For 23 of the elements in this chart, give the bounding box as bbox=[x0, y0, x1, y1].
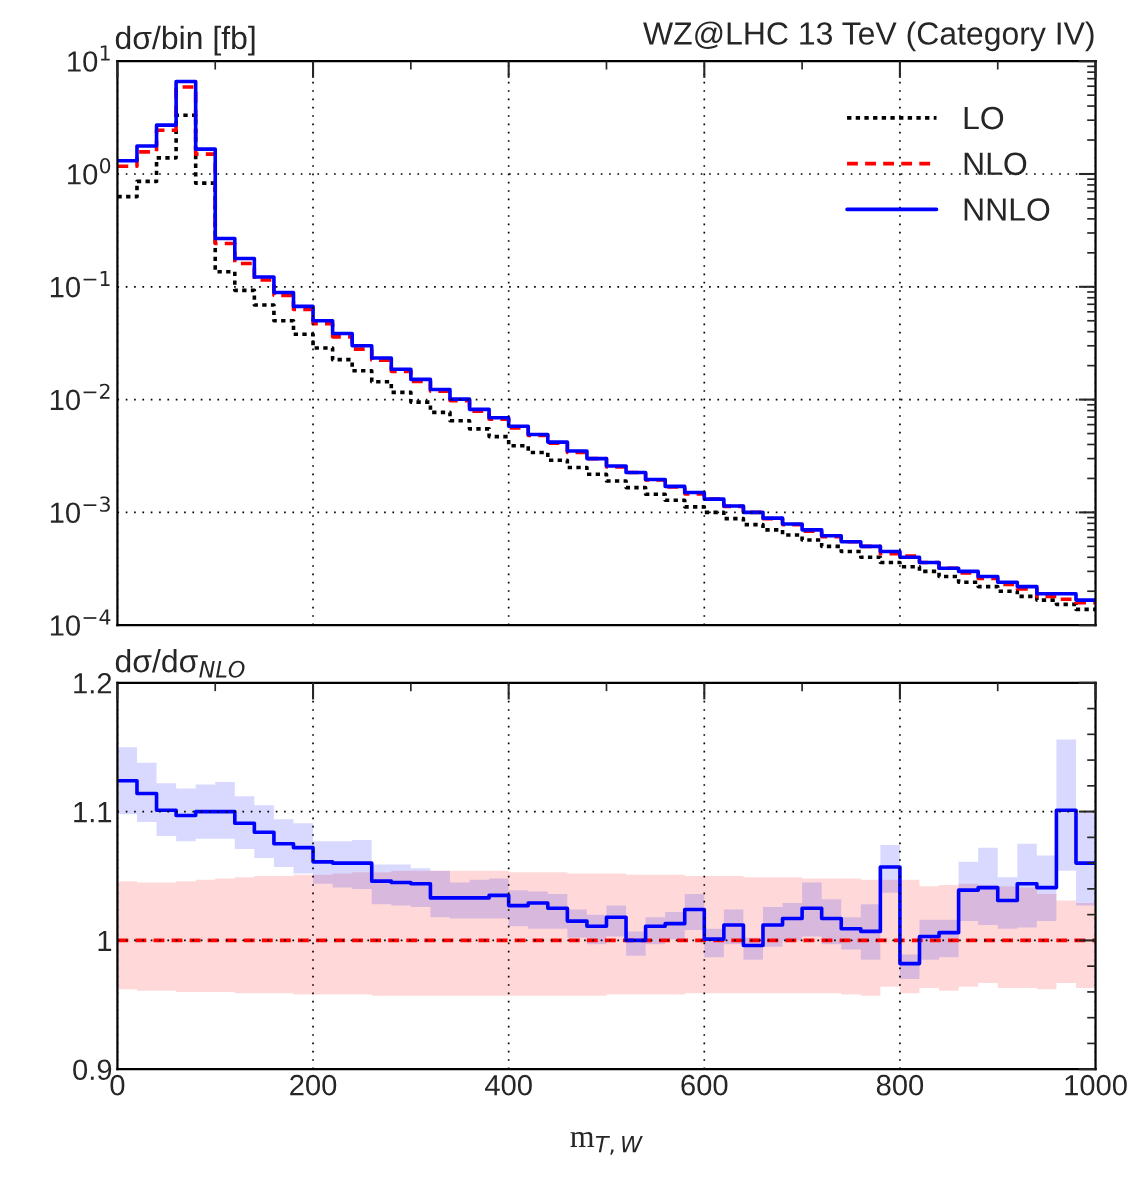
x-tick-label: 400 bbox=[485, 1074, 532, 1096]
x-tick-label: 0 bbox=[110, 1074, 125, 1096]
x-tick-label: 600 bbox=[681, 1074, 728, 1096]
y-tick-label: 1.2 bbox=[74, 673, 112, 694]
chart-title: WZ@LHC 13 TeV (Category IV) bbox=[643, 21, 1094, 52]
x-axis-title: m$_{T,W}$ bbox=[570, 1131, 643, 1155]
legend-label: LO bbox=[964, 106, 1004, 130]
y-tick-label: 10$^{−2}$ bbox=[50, 383, 110, 411]
y-tick-label: 0.9 bbox=[73, 1059, 112, 1081]
legend-label: NLO bbox=[964, 152, 1027, 176]
x-tick-label: 1000 bbox=[1065, 1074, 1127, 1096]
y-tick-label: 1 bbox=[98, 930, 112, 951]
y-tick-label: 10$^{−4}$ bbox=[50, 609, 111, 636]
y-tick-label: 10$^{0}$ bbox=[68, 158, 111, 185]
y-axis-title: dσ/bin [fb] bbox=[115, 25, 255, 56]
y-tick-label: 10$^{−3}$ bbox=[50, 496, 110, 524]
y-tick-label: 10$^{1}$ bbox=[68, 45, 110, 72]
x-tick-label: 200 bbox=[290, 1074, 337, 1096]
y-tick-label: 1.1 bbox=[74, 802, 112, 823]
y-tick-label: 10$^{−1}$ bbox=[50, 271, 110, 298]
y-axis-title: dσ/dσ$_{NLO}$ bbox=[115, 648, 245, 678]
x-tick-label: 800 bbox=[876, 1074, 924, 1096]
legend-label: NNLO bbox=[964, 198, 1050, 221]
